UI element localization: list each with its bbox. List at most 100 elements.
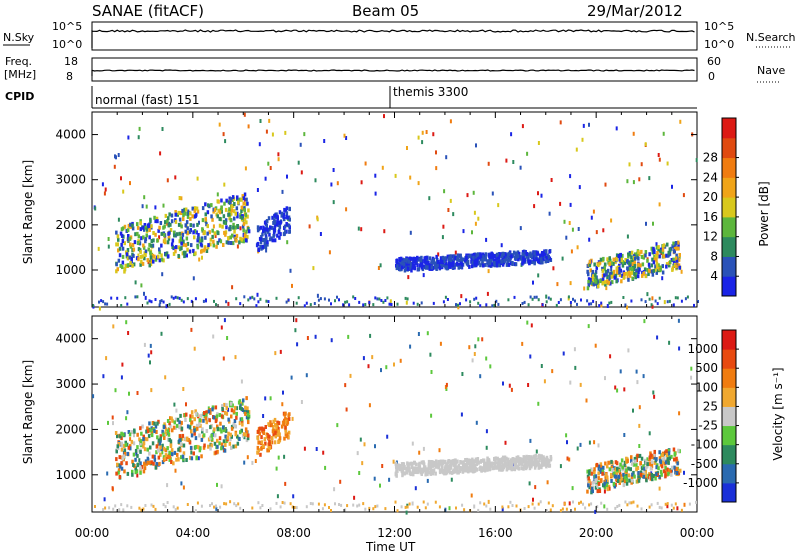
freq-tick-bottom: 8 xyxy=(66,70,73,83)
echo-cell xyxy=(600,303,603,308)
echo-cell xyxy=(242,228,245,233)
echo-cell xyxy=(582,123,585,128)
echo-cell xyxy=(129,261,132,266)
echo-cell xyxy=(186,226,189,231)
echo-cell xyxy=(595,265,598,270)
echo-cell xyxy=(144,239,147,244)
echo-cell xyxy=(419,261,423,266)
echo-cell xyxy=(231,403,234,408)
echo-cell xyxy=(384,507,387,511)
echo-cell xyxy=(271,436,274,440)
echo-cell xyxy=(602,465,605,470)
echo-cell xyxy=(654,253,658,258)
echo-cell xyxy=(309,502,312,505)
echo-cell xyxy=(136,463,139,468)
echo-cell xyxy=(624,258,627,262)
echo-cell xyxy=(620,476,623,481)
echo-cell xyxy=(294,328,297,333)
echo-cell xyxy=(123,241,126,246)
echo-cell xyxy=(664,470,667,475)
echo-cell xyxy=(516,455,520,460)
echo-cell xyxy=(222,243,225,247)
echo-cell xyxy=(178,420,181,425)
echo-cell xyxy=(202,299,205,303)
echo-cell xyxy=(150,433,154,438)
echo-cell xyxy=(268,442,271,446)
echo-cell xyxy=(192,451,195,456)
echo-cell xyxy=(501,262,505,267)
echo-cell xyxy=(285,229,288,234)
echo-cell xyxy=(405,466,409,471)
echo-cell xyxy=(659,267,662,272)
echo-cell xyxy=(610,263,613,268)
echo-cell xyxy=(465,261,469,266)
echo-cell xyxy=(414,470,417,474)
echo-cell xyxy=(189,216,192,221)
echo-cell xyxy=(246,455,249,460)
echo-cell xyxy=(404,505,407,509)
echo-cell xyxy=(448,255,451,260)
echo-cell xyxy=(362,356,365,361)
echo-cell xyxy=(242,196,245,201)
echo-cell xyxy=(429,352,432,357)
echo-cell xyxy=(527,505,530,509)
echo-cell xyxy=(533,295,536,299)
echo-cell xyxy=(523,458,527,463)
echo-cell xyxy=(489,364,492,369)
echo-cell xyxy=(456,465,459,470)
echo-cell xyxy=(446,464,450,469)
echo-cell xyxy=(521,252,524,257)
echo-cell xyxy=(614,506,617,510)
echo-cell xyxy=(517,257,520,262)
colorbar-segment xyxy=(722,330,736,350)
echo-cell xyxy=(213,299,215,303)
echo-cell xyxy=(226,435,229,440)
echo-cell xyxy=(155,444,159,449)
echo-cell xyxy=(278,224,282,229)
echo-cell xyxy=(149,258,152,263)
echo-cell xyxy=(430,370,433,374)
echo-cell xyxy=(474,466,477,471)
echo-cell xyxy=(486,291,489,296)
echo-cell xyxy=(143,342,146,347)
echo-cell xyxy=(616,479,620,483)
echo-cell xyxy=(649,466,653,471)
echo-cell xyxy=(274,434,277,439)
echo-cell xyxy=(241,419,244,424)
echo-cell xyxy=(345,407,348,412)
echo-cell xyxy=(223,182,226,187)
echo-cell xyxy=(125,229,128,233)
echo-cell xyxy=(454,467,457,472)
echo-cell xyxy=(260,237,263,242)
echo-cell xyxy=(661,276,664,281)
echo-cell xyxy=(665,453,669,458)
echo-cell xyxy=(485,504,488,508)
echo-cell xyxy=(131,263,134,268)
echo-cell xyxy=(236,441,240,446)
echo-cell xyxy=(142,507,145,511)
echo-cell xyxy=(563,502,566,506)
echo-cell xyxy=(338,503,340,506)
echo-cell xyxy=(461,372,464,376)
echo-cell xyxy=(637,262,640,267)
echo-cell xyxy=(167,254,170,259)
colorbar-tick-label: -1000 xyxy=(683,476,718,490)
echo-cell xyxy=(546,480,549,485)
echo-cell xyxy=(634,275,637,280)
echo-cell xyxy=(468,459,471,464)
echo-cell xyxy=(229,235,232,240)
echo-cell xyxy=(140,259,143,264)
echo-cell xyxy=(549,457,552,462)
echo-cell xyxy=(510,387,513,392)
echo-cell xyxy=(541,252,544,257)
echo-cell xyxy=(376,504,379,508)
echo-cell xyxy=(111,415,114,420)
echo-cell xyxy=(305,373,308,378)
echo-cell xyxy=(146,447,149,452)
echo-cell xyxy=(139,221,142,226)
echo-cell xyxy=(478,260,481,265)
echo-cell xyxy=(464,458,467,462)
echo-cell xyxy=(264,245,268,250)
echo-cell xyxy=(263,238,267,242)
echo-cell xyxy=(184,250,187,255)
